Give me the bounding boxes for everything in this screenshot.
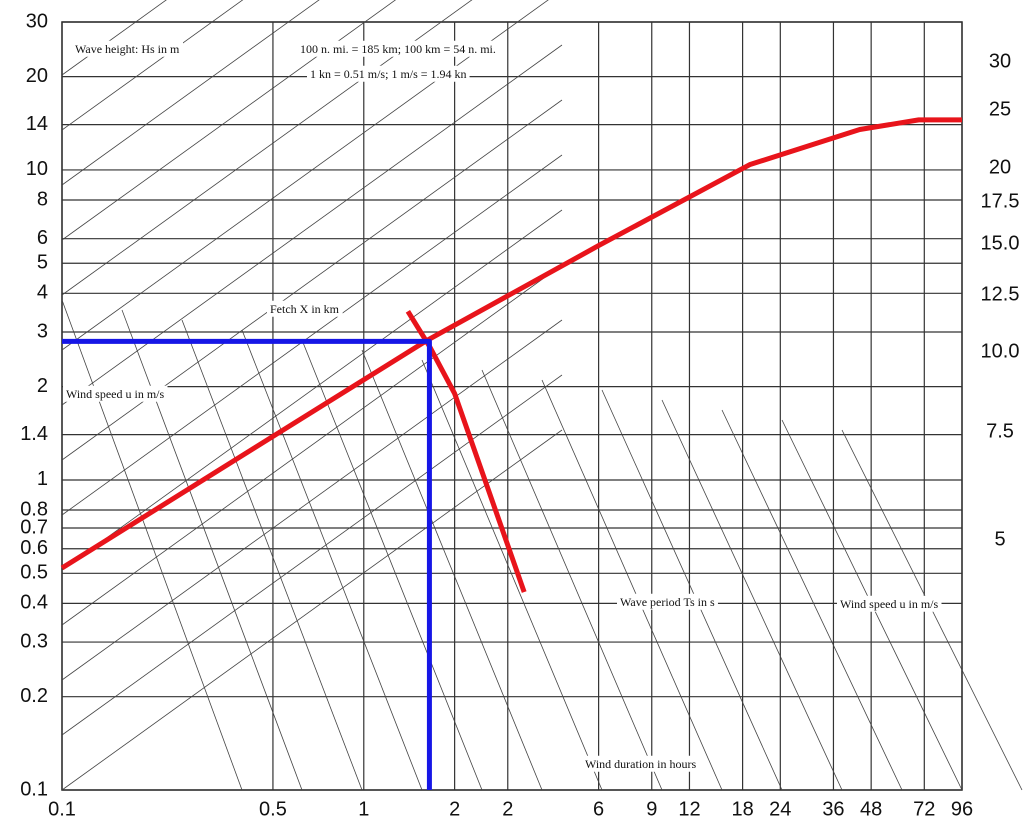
- wind-speed-label: 30: [989, 50, 1011, 72]
- y-tick-label: 6: [37, 227, 48, 249]
- wind-line: [541, 379, 723, 791]
- fetch-line: [61, 0, 244, 131]
- wind-speed-label: 5: [994, 528, 1005, 550]
- annotation: 1 kn = 0.51 m/s; 1 m/s = 1.94 kn: [310, 67, 467, 81]
- wind-line: [601, 389, 783, 791]
- y-tick-label: 14: [26, 113, 48, 135]
- annotation: Wind speed u in m/s: [66, 387, 165, 401]
- annotation: Fetch X in km: [270, 302, 340, 316]
- x-tick-label: 6: [593, 798, 604, 820]
- annotation: Wind duration in hours: [585, 757, 697, 771]
- x-tick-label: 18: [731, 798, 753, 820]
- fetch-line: [61, 319, 563, 681]
- x-tick-label: 36: [822, 798, 844, 820]
- annotation-box: [582, 755, 700, 772]
- y-tick-label: 8: [37, 188, 48, 210]
- x-tick-label: 0.5: [259, 798, 287, 820]
- wind-speed-label: 17.5: [981, 190, 1020, 212]
- annotation-box: [297, 40, 499, 57]
- wind-line: [661, 399, 843, 791]
- fetch-line: [61, 0, 473, 296]
- x-tick-label: 48: [860, 798, 882, 820]
- annotation-box: [837, 595, 942, 612]
- x-tick-label: 0.1: [48, 798, 76, 820]
- annotation: Wind speed u in m/s: [840, 597, 939, 611]
- x-tick-label: 2: [502, 798, 513, 820]
- y-tick-label: 0.8: [20, 498, 48, 520]
- wind-line: [301, 339, 483, 791]
- wind-speed-label: 12.5: [981, 283, 1020, 305]
- annotation-box: [72, 40, 184, 57]
- x-tick-label: 96: [951, 798, 973, 820]
- fetch-line: [61, 0, 167, 76]
- x-tick-label: 24: [769, 798, 791, 820]
- wind-line: [721, 409, 903, 791]
- x-tick-label: 2: [449, 798, 460, 820]
- y-tick-label: 10: [26, 158, 48, 180]
- wind-speed-label: 15.0: [981, 232, 1020, 254]
- fetch-line: [61, 0, 397, 241]
- y-tick-label: 30: [26, 10, 48, 32]
- fetch-line: [61, 374, 563, 736]
- wind-line: [241, 329, 423, 791]
- y-tick-label: 4: [37, 282, 48, 304]
- wind-speed-label: 7.5: [986, 420, 1014, 442]
- wind-speed-label: 25: [989, 98, 1011, 120]
- annotation-box: [267, 300, 343, 317]
- y-tick-label: 0.7: [20, 516, 48, 538]
- annotation-box: [307, 65, 470, 82]
- y-tick-label: 1.4: [20, 423, 48, 445]
- annotation: Wave height: Hs in m: [75, 42, 180, 56]
- y-tick-label: 5: [37, 252, 48, 274]
- y-tick-label: 3: [37, 320, 48, 342]
- wind-speed-label: 10.0: [981, 340, 1020, 362]
- fetch-line: [61, 154, 563, 516]
- y-tick-label: 1: [37, 468, 48, 490]
- wind-line: [361, 349, 543, 791]
- x-tick-label: 12: [678, 798, 700, 820]
- y-tick-label: 2: [37, 375, 48, 397]
- fetch-line: [61, 44, 563, 406]
- annotation: 100 n. mi. = 185 km; 100 km = 54 n. mi.: [300, 42, 496, 56]
- x-tick-label: 9: [646, 798, 657, 820]
- annotation: Wave period Ts in s: [620, 595, 715, 609]
- y-tick-label: 0.6: [20, 537, 48, 559]
- wind-line: [421, 359, 603, 791]
- wind-line: [61, 299, 243, 791]
- y-tick-label: 0.2: [20, 685, 48, 707]
- fetch-line: [61, 264, 563, 626]
- wind-line: [481, 369, 663, 791]
- y-tick-label: 0.4: [20, 592, 48, 614]
- y-tick-label: 0.5: [20, 562, 48, 584]
- wind-line: [181, 319, 363, 791]
- y-tick-label: 0.3: [20, 630, 48, 652]
- fetch-line: [61, 0, 320, 186]
- wind-speed-label: 20: [989, 156, 1011, 178]
- fetch-line: [61, 429, 563, 791]
- line-series: [62, 338, 432, 790]
- y-tick-label: 0.1: [20, 778, 48, 800]
- annotation-box: [617, 593, 718, 610]
- fetch-line: [61, 209, 563, 571]
- x-tick-label: 1: [358, 798, 369, 820]
- x-tick-label: 72: [913, 798, 935, 820]
- y-tick-label: 20: [26, 65, 48, 87]
- line-series: [405, 309, 527, 593]
- annotation-box: [63, 385, 168, 402]
